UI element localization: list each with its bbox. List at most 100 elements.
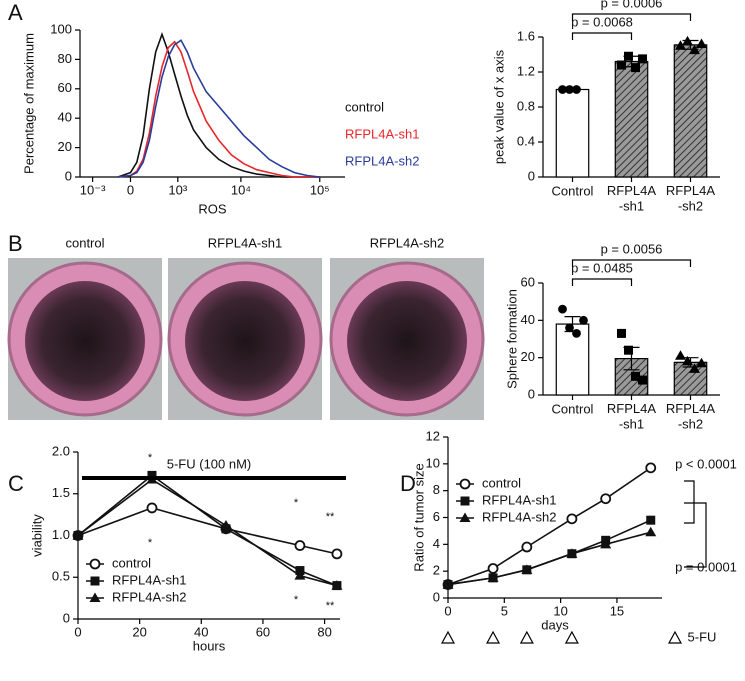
x-tick-label: RFPL4A -sh2 xyxy=(666,183,715,214)
bar xyxy=(555,323,590,396)
legend-marker xyxy=(459,512,471,522)
data-point xyxy=(624,345,633,355)
bar xyxy=(555,88,590,178)
marker xyxy=(294,540,306,551)
marker xyxy=(645,526,657,537)
data-point xyxy=(579,315,588,325)
series-line xyxy=(447,531,651,586)
annotation: 5-FU xyxy=(688,629,717,644)
y-tick-label: 20 xyxy=(521,349,535,364)
annotation: 5-FU (100 nM) xyxy=(167,456,252,471)
x-tick-label: 10⁴ xyxy=(231,182,251,197)
annotation: * xyxy=(148,537,153,549)
x-tick-label: 5 xyxy=(501,603,508,618)
series-line xyxy=(117,39,320,178)
y-axis-label: peak value of x axis xyxy=(491,49,506,164)
x-axis-label: ROS xyxy=(198,201,227,216)
marker xyxy=(600,493,612,505)
marker xyxy=(442,579,454,589)
x-tick-label: RFPL4A -sh1 xyxy=(607,183,656,214)
y-tick-label: 2 xyxy=(433,563,440,578)
panel-label: C xyxy=(8,471,24,496)
p-bracket xyxy=(571,259,692,267)
marker xyxy=(72,530,84,540)
annotation: * xyxy=(294,497,299,509)
legend-label: control xyxy=(482,475,521,490)
data-point xyxy=(565,85,574,94)
treatment-marker xyxy=(440,630,456,644)
series-line xyxy=(447,467,652,586)
x-axis-label: days xyxy=(541,617,569,632)
x-tick-label: 60 xyxy=(256,624,270,639)
data-point xyxy=(565,323,574,333)
marker xyxy=(645,462,657,474)
marker xyxy=(146,502,158,514)
marker xyxy=(521,564,533,574)
data-point xyxy=(689,44,700,55)
x-tick-label: 10³ xyxy=(168,182,187,197)
data-point xyxy=(675,350,686,360)
legend-label: RFPL4A-sh2 xyxy=(112,589,186,604)
data-point xyxy=(631,63,640,73)
legend-label: RFPL4A-sh2 xyxy=(482,509,556,524)
data-point xyxy=(682,35,693,46)
y-tick-label: 0 xyxy=(433,589,440,604)
bar xyxy=(614,60,649,178)
data-point xyxy=(617,328,626,338)
y-tick-label: 12 xyxy=(426,428,440,443)
legend-marker xyxy=(89,592,101,602)
y-tick-label: 0 xyxy=(528,168,535,183)
y-tick-label: 6 xyxy=(433,509,440,524)
y-tick-label: 2.0 xyxy=(52,443,70,458)
annotation: * xyxy=(148,452,153,464)
x-tick-label: 0 xyxy=(127,182,134,197)
y-axis-label: viability xyxy=(29,514,44,557)
p-bracket xyxy=(571,13,692,21)
legend-label: RFPL4A-sh1 xyxy=(112,572,186,587)
p-bracket xyxy=(684,480,695,524)
annotation: ** xyxy=(326,511,335,523)
p-bracket xyxy=(571,278,633,286)
y-tick-label: 10 xyxy=(426,455,440,470)
marker xyxy=(294,570,306,580)
p-value: p = 0.0068 xyxy=(571,14,633,29)
data-point xyxy=(572,328,581,338)
photo-label: RFPL4A-sh1 xyxy=(208,235,282,250)
data-point xyxy=(572,85,581,94)
x-tick-label: 40 xyxy=(194,624,208,639)
data-point xyxy=(675,40,686,50)
p-value: p = 0.0006 xyxy=(601,0,663,10)
x-tick-label: 0 xyxy=(74,624,81,639)
y-tick-label: 40 xyxy=(58,110,72,125)
series-line xyxy=(117,40,320,178)
legend-label: RFPL4A-sh1 xyxy=(345,126,419,141)
dish-medium xyxy=(347,281,467,401)
series-line xyxy=(117,32,320,178)
treatment-marker xyxy=(564,630,579,644)
x-tick-label: RFPL4A -sh2 xyxy=(666,401,715,432)
panel-label: A xyxy=(8,0,23,25)
data-point xyxy=(638,54,647,64)
bar xyxy=(673,361,708,396)
legend-label: control xyxy=(112,555,151,570)
marker xyxy=(566,513,578,525)
treatment-marker xyxy=(519,630,534,644)
annotation: p < 0.0001 xyxy=(675,456,737,471)
x-tick-label: 80 xyxy=(317,624,331,639)
legend-label: RFPL4A-sh2 xyxy=(345,153,419,168)
bar xyxy=(673,44,708,178)
dish-medium xyxy=(185,281,305,401)
data-point xyxy=(696,357,707,368)
data-point xyxy=(624,51,633,61)
x-tick-label: 20 xyxy=(132,624,146,639)
p-bracket xyxy=(684,502,707,568)
y-tick-label: 1.2 xyxy=(517,63,535,78)
marker xyxy=(331,548,343,560)
x-tick-label: Control xyxy=(552,183,594,198)
photo-label: control xyxy=(65,235,104,250)
data-point xyxy=(617,60,626,70)
marker xyxy=(220,519,232,530)
annotation: * xyxy=(294,594,299,606)
y-tick-label: 0 xyxy=(65,168,72,183)
x-tick-label: 0 xyxy=(444,603,451,618)
